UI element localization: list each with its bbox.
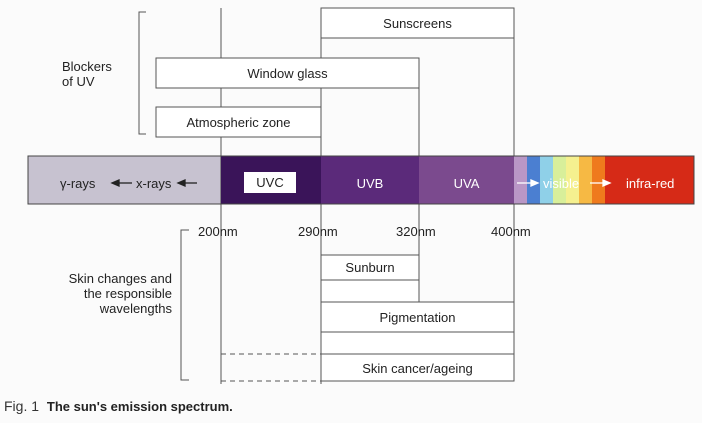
window-glass-label: Window glass xyxy=(247,66,328,81)
gamma-rays-label: γ-rays xyxy=(60,176,96,191)
uvb-segment xyxy=(321,156,419,204)
uvc-label-box xyxy=(244,172,296,193)
window-glass-box xyxy=(155,57,420,89)
uva-segment xyxy=(419,156,514,204)
infra-red-segment xyxy=(605,156,694,204)
sunburn-label: Sunburn xyxy=(345,260,395,275)
figure-caption: Fig. 1 The sun's emission spectrum. xyxy=(4,398,233,414)
visible-label: visible xyxy=(543,176,580,191)
wavelength-400nm: 400nm xyxy=(491,224,531,239)
uva-label: UVA xyxy=(453,176,480,191)
wavelength-200nm: 200nm xyxy=(198,224,238,239)
infra-red-label: infra-red xyxy=(626,176,675,191)
visible-band-1 xyxy=(514,156,528,204)
visible-segment xyxy=(514,156,606,204)
wavelength-290nm: 290nm xyxy=(298,224,338,239)
visible-band-5 xyxy=(566,156,580,204)
spectrum-outline xyxy=(27,155,695,205)
skin-cancer-box xyxy=(320,353,515,382)
ionizing-segment xyxy=(27,155,222,205)
sunscreens-box xyxy=(320,7,515,39)
atmospheric-zone-label: Atmospheric zone xyxy=(186,115,291,130)
skin-bracket xyxy=(180,229,189,381)
visible-band-7 xyxy=(592,156,606,204)
atmospheric-zone-box xyxy=(155,106,322,138)
figure-number: Fig. 1 xyxy=(4,398,40,414)
visible-band-3 xyxy=(540,156,554,204)
skin-cancer-label: Skin cancer/ageing xyxy=(362,361,473,376)
visible-band-4 xyxy=(553,156,567,204)
visible-band-2 xyxy=(527,156,541,204)
uvc-label: UVC xyxy=(256,175,284,190)
skin-group-label: Skin changes and the responsible wavelen… xyxy=(68,271,172,316)
x-rays-label: x-rays xyxy=(136,176,172,191)
pigmentation-extension xyxy=(320,331,515,355)
blockers-group-label: Blockers of UV xyxy=(62,59,112,89)
sunburn-extension xyxy=(320,279,420,303)
uvb-label: UVB xyxy=(356,176,384,191)
figure-title: The sun's emission spectrum. xyxy=(46,399,233,414)
visible-band-6 xyxy=(579,156,593,204)
sunburn-box xyxy=(320,254,420,281)
pigmentation-label: Pigmentation xyxy=(379,310,456,325)
sunscreens-label: Sunscreens xyxy=(383,16,452,31)
spectrum-bar xyxy=(27,155,695,205)
blockers-bracket xyxy=(138,11,146,135)
wavelength-320nm: 320nm xyxy=(396,224,436,239)
